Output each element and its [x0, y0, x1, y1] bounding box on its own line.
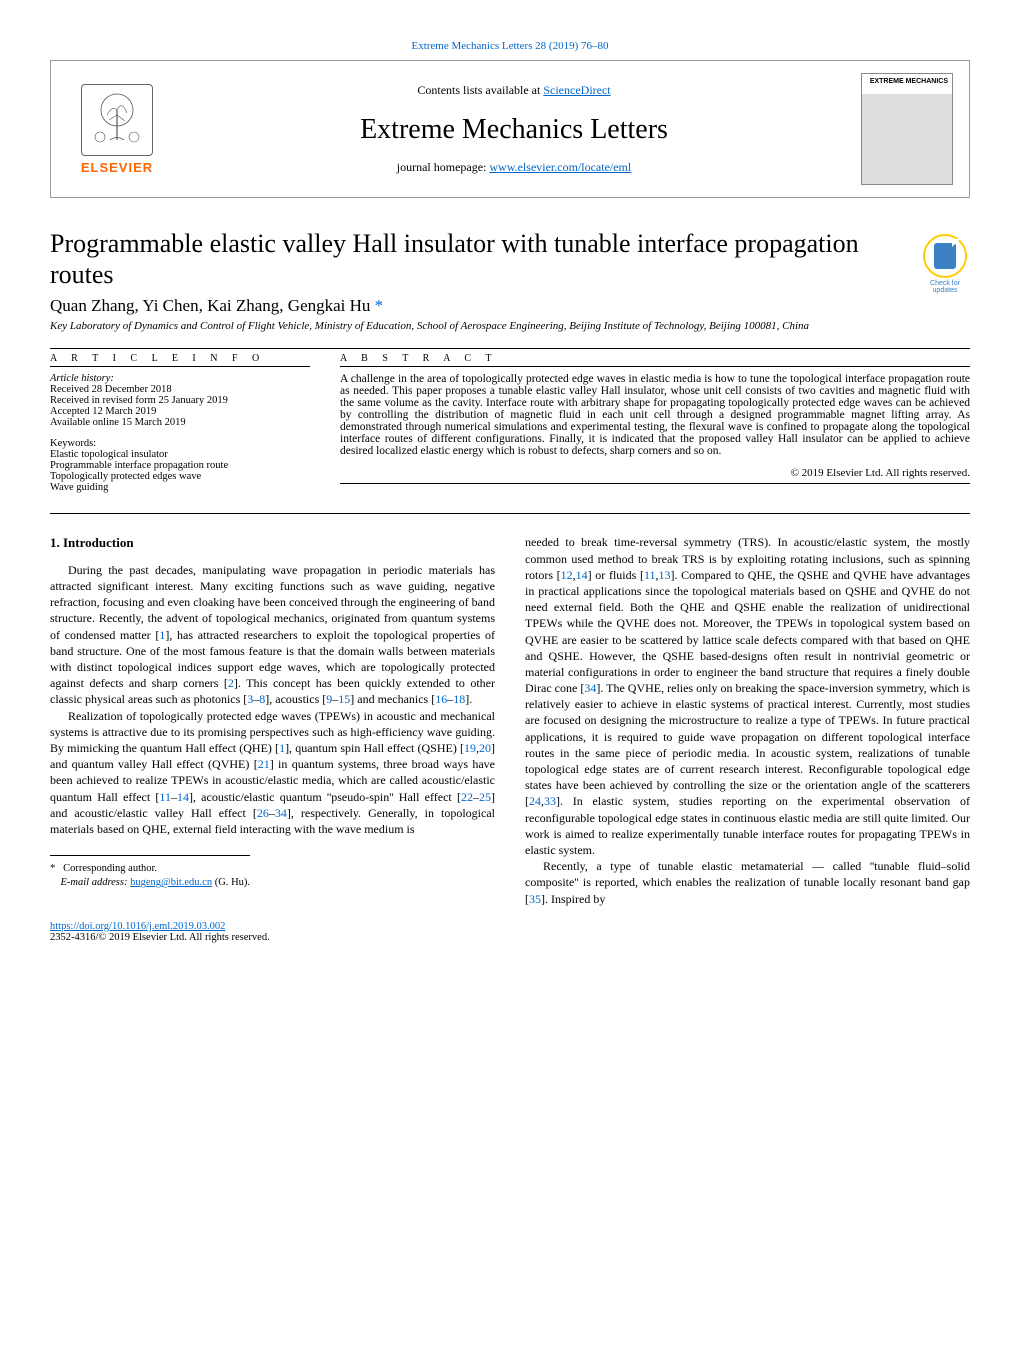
- ref-link[interactable]: 21: [258, 757, 270, 771]
- body-span: ], quantum spin Hall effect (QSHE) [: [285, 741, 464, 755]
- body-span: ]. Inspired by: [541, 892, 605, 906]
- ref-link[interactable]: 16: [435, 692, 447, 706]
- ref-link[interactable]: 14: [576, 568, 588, 582]
- abstract-column: A B S T R A C T A challenge in the area …: [340, 353, 970, 493]
- cover-title: EXTREME MECHANICS: [870, 78, 948, 85]
- contents-prefix: Contents lists available at: [417, 83, 543, 97]
- ref-link[interactable]: 12: [561, 568, 573, 582]
- doi-footer: https://doi.org/10.1016/j.eml.2019.03.00…: [50, 921, 970, 943]
- doi-link[interactable]: https://doi.org/10.1016/j.eml.2019.03.00…: [50, 921, 225, 932]
- email-label: E-mail address:: [61, 877, 128, 888]
- corr-marker: *: [50, 863, 55, 874]
- sciencedirect-link[interactable]: ScienceDirect: [543, 83, 610, 97]
- history-revised: Received in revised form 25 January 2019: [50, 395, 310, 406]
- ref-link[interactable]: 33: [544, 794, 556, 808]
- ref-link[interactable]: 20: [479, 741, 491, 755]
- ref-link[interactable]: 11: [159, 790, 171, 804]
- article-title: Programmable elastic valley Hall insulat…: [50, 228, 970, 290]
- ref-link[interactable]: 19: [464, 741, 476, 755]
- homepage-link[interactable]: www.elsevier.com/locate/eml: [489, 160, 631, 174]
- abstract-label: A B S T R A C T: [340, 353, 970, 364]
- corr-text: Corresponding author.: [63, 863, 157, 874]
- keyword: Elastic topological insulator: [50, 449, 310, 460]
- check-updates-badge[interactable]: Check for updates: [920, 234, 970, 294]
- ref-link[interactable]: 15: [338, 692, 350, 706]
- corr-marker: *: [370, 296, 383, 315]
- ref-link[interactable]: 34: [275, 806, 287, 820]
- keyword: Wave guiding: [50, 482, 310, 493]
- citation-link[interactable]: Extreme Mechanics Letters 28 (2019) 76–8…: [50, 40, 970, 52]
- journal-cover-thumbnail: EXTREME MECHANICS: [861, 73, 953, 185]
- journal-header: ELSEVIER Contents lists available at Sci…: [50, 60, 970, 198]
- ref-link[interactable]: 24: [529, 794, 541, 808]
- contents-available: Contents lists available at ScienceDirec…: [167, 83, 861, 98]
- ref-link[interactable]: 18: [453, 692, 465, 706]
- email-link[interactable]: hugeng@bit.edu.cn: [130, 877, 212, 888]
- keyword: Topologically protected edges wave: [50, 471, 310, 482]
- body-span: ]. The QVHE, relies only on breaking the…: [525, 681, 970, 808]
- email-author: (G. Hu).: [212, 877, 250, 888]
- article-info-column: A R T I C L E I N F O Article history: R…: [50, 353, 310, 493]
- corr-author-footer: * Corresponding author. E-mail address: …: [50, 855, 250, 890]
- affiliation: Key Laboratory of Dynamics and Control o…: [50, 320, 970, 332]
- body-span: ].: [465, 692, 472, 706]
- body-text: 1. Introduction During the past decades,…: [50, 534, 970, 906]
- ref-link[interactable]: 26: [257, 806, 269, 820]
- body-span: ], acoustics [: [265, 692, 326, 706]
- elsevier-text: ELSEVIER: [81, 160, 153, 175]
- journal-homepage: journal homepage: www.elsevier.com/locat…: [167, 160, 861, 175]
- history-heading: Article history:: [50, 373, 310, 384]
- keywords-heading: Keywords:: [50, 438, 310, 449]
- ref-link[interactable]: 35: [529, 892, 541, 906]
- copyright-line: © 2019 Elsevier Ltd. All rights reserved…: [340, 467, 970, 479]
- elsevier-tree-icon: [82, 85, 152, 155]
- abstract-text: A challenge in the area of topologically…: [340, 366, 970, 457]
- history-accepted: Accepted 12 March 2019: [50, 406, 310, 417]
- body-span: ]. Compared to QHE, the QSHE and QVHE ha…: [525, 568, 970, 695]
- issn-line: 2352-4316/© 2019 Elsevier Ltd. All right…: [50, 932, 270, 943]
- homepage-prefix: journal homepage:: [397, 160, 490, 174]
- history-received: Received 28 December 2018: [50, 384, 310, 395]
- authors: Quan Zhang, Yi Chen, Kai Zhang, Gengkai …: [50, 296, 970, 316]
- keyword: Programmable interface propagation route: [50, 460, 310, 471]
- check-updates-text: Check for updates: [920, 280, 970, 294]
- body-span: ], acoustic/elastic quantum ''pseudo-spi…: [189, 790, 461, 804]
- body-span: ]. In elastic system, studies reporting …: [525, 794, 970, 857]
- article-info-label: A R T I C L E I N F O: [50, 353, 310, 364]
- ref-link[interactable]: 11: [644, 568, 656, 582]
- author-names: Quan Zhang, Yi Chen, Kai Zhang, Gengkai …: [50, 296, 370, 315]
- body-span: ] or fluids [: [588, 568, 644, 582]
- history-online: Available online 15 March 2019: [50, 417, 310, 428]
- journal-name: Extreme Mechanics Letters: [167, 114, 861, 146]
- ref-link[interactable]: 25: [479, 790, 491, 804]
- elsevier-logo: ELSEVIER: [67, 79, 167, 179]
- body-span: ] and mechanics [: [350, 692, 435, 706]
- ref-link[interactable]: 14: [177, 790, 189, 804]
- ref-link[interactable]: 34: [584, 681, 596, 695]
- ref-link[interactable]: 22: [461, 790, 473, 804]
- ref-link[interactable]: 13: [659, 568, 671, 582]
- intro-heading: 1. Introduction: [50, 534, 495, 552]
